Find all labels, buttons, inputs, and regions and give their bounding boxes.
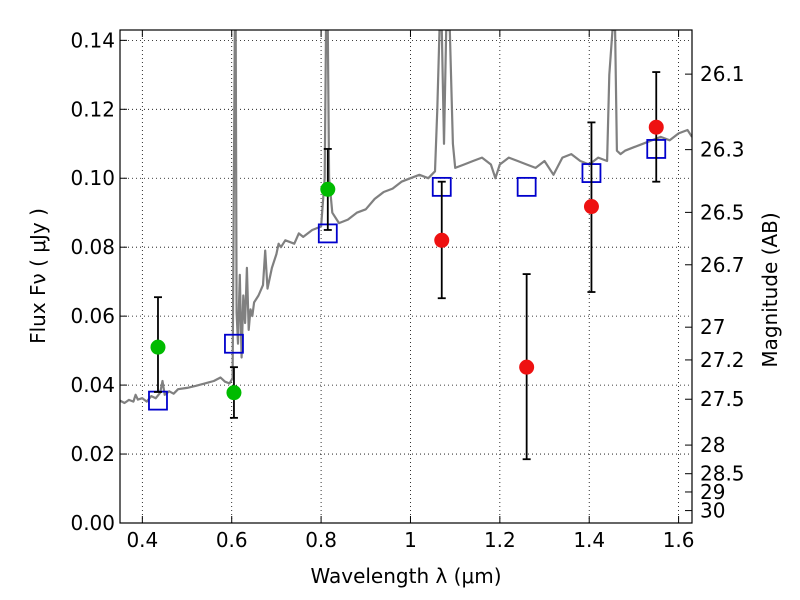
x-tick-label: 0.6 [216,528,248,552]
x-tick-label: 0.8 [305,528,337,552]
y-tick-label: 0.04 [70,373,115,397]
observed-point [519,359,535,375]
x-tick-label: 1.6 [663,528,695,552]
observed-point [583,199,599,215]
model-photometry-square [516,176,537,197]
y-tick-label: 0.06 [70,304,115,328]
right-tick-label: 29 [700,480,725,504]
right-tick-label: 26.5 [700,200,745,224]
observed-point [320,181,336,197]
right-tick-label: 28 [700,433,725,457]
right-tick-label: 26.7 [700,253,745,277]
right-tick-label: 27.5 [700,387,745,411]
right-tick-label: 27.2 [700,348,745,372]
x-tick-label: 1 [404,528,417,552]
spectrum-line [120,30,692,405]
grid [120,30,692,524]
ticks-layer: 0.4 0.6 0.8 1 1.2 1.4 1.6 0.00 0.02 0.04 0.06 0.08 0… [70,28,744,552]
y-tick-label: 0.10 [70,166,115,190]
observed-point [434,232,450,248]
plot-frame [119,29,693,524]
x-tick-label: 1.2 [484,528,516,552]
y-tick-label: 0.00 [70,511,115,535]
spectrum-layer [120,30,692,405]
observed-point [648,119,664,135]
x-axis-title: Wavelength λ (μm) [310,564,501,588]
right-tick-label: 26.1 [700,62,745,86]
observed-point [226,385,242,401]
right-tick-label: 28.5 [700,462,745,486]
right-axis-title: Magnitude (AB) [758,212,782,367]
y-tick-label: 0.02 [70,442,115,466]
model-photometry-square [224,333,244,354]
right-tick-label: 26.3 [700,138,745,162]
y-tick-label: 0.12 [70,97,115,121]
observed-point [150,339,166,355]
y-axis-title: Flux Fν ( μJy ) [26,208,50,344]
x-tick-label: 1.4 [573,528,605,552]
y-tick-label: 0.14 [70,28,115,52]
right-tick-label: 30 [700,499,725,523]
x-tick-label: 0.4 [126,528,158,552]
y-tick-label: 0.08 [70,235,115,259]
points-layer [148,71,667,461]
right-tick-label: 27 [700,315,725,339]
